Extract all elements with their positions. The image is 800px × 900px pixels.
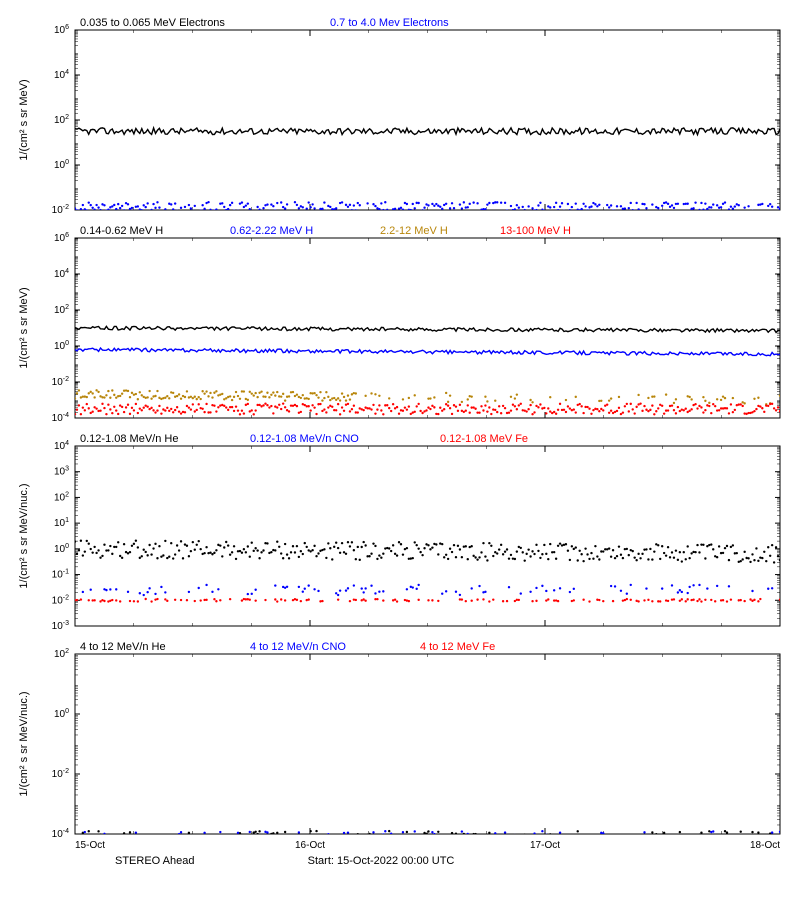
svg-text:100: 100 (54, 159, 69, 171)
series-label: 0.62-2.22 MeV H (230, 225, 313, 237)
svg-text:102: 102 (54, 648, 69, 660)
series-label: 0.7 to 4.0 Mev Electrons (330, 17, 449, 29)
x-tick-label: 15-Oct (75, 840, 105, 851)
x-tick-label: 16-Oct (295, 840, 325, 851)
series-label: 4 to 12 MeV/n CNO (250, 641, 346, 653)
svg-text:104: 104 (54, 268, 69, 280)
svg-text:106: 106 (54, 24, 69, 36)
svg-text:10-1: 10-1 (52, 569, 69, 581)
series-label: 4 to 12 MeV/n He (80, 641, 166, 653)
y-axis-label: 1/(cm² s sr MeV/nuc.) (18, 691, 30, 796)
series-label: 2.2-12 MeV H (380, 225, 448, 237)
series-label: 0.12-1.08 MeV/n CNO (250, 433, 359, 445)
footer-center: Start: 15-Oct-2022 00:00 UTC (308, 855, 455, 867)
svg-text:103: 103 (54, 466, 69, 478)
svg-text:10-3: 10-3 (52, 620, 69, 632)
chart-container: 10-2 100 102 104 106 1/(cm² s sr MeV) 0.035 to… (0, 0, 800, 900)
svg-text:10-2: 10-2 (52, 768, 69, 780)
y-axis-label: 1/(cm² s sr MeV/nuc.) (18, 483, 30, 588)
svg-text:10-4: 10-4 (52, 412, 69, 424)
panel-data (74, 326, 781, 415)
panel-frame (75, 30, 780, 210)
multi-panel-chart: 10-2 100 102 104 106 1/(cm² s sr MeV) 0.035 to… (0, 0, 800, 900)
panel-frame (75, 654, 780, 834)
x-tick-label: 18-Oct (750, 840, 780, 851)
series-label: 4 to 12 MeV Fe (420, 641, 495, 653)
svg-text:104: 104 (54, 69, 69, 81)
series-label: 0.12-1.08 MeV Fe (440, 433, 528, 445)
svg-text:100: 100 (54, 708, 69, 720)
svg-text:102: 102 (54, 304, 69, 316)
svg-text:101: 101 (54, 517, 69, 529)
x-tick-label: 17-Oct (530, 840, 560, 851)
series-label: 0.14-0.62 MeV H (80, 225, 163, 237)
svg-text:100: 100 (54, 340, 69, 352)
svg-text:106: 106 (54, 232, 69, 244)
svg-text:10-2: 10-2 (52, 594, 69, 606)
panel-data (74, 128, 781, 215)
svg-text:10-2: 10-2 (52, 204, 69, 216)
y-axis-label: 1/(cm² s sr MeV) (18, 287, 30, 368)
footer-left: STEREO Ahead (115, 855, 195, 867)
svg-text:102: 102 (54, 491, 69, 503)
svg-text:104: 104 (54, 440, 69, 452)
svg-text:102: 102 (54, 114, 69, 126)
panel-data (74, 540, 781, 603)
series-label: 13-100 MeV H (500, 225, 571, 237)
svg-text:10-2: 10-2 (52, 376, 69, 388)
series-label: 0.035 to 0.065 MeV Electrons (80, 17, 225, 29)
svg-text:100: 100 (54, 543, 69, 555)
y-axis-label: 1/(cm² s sr MeV) (18, 79, 30, 160)
series-label: 0.12-1.08 MeV/n He (80, 433, 178, 445)
svg-text:10-4: 10-4 (52, 828, 69, 840)
